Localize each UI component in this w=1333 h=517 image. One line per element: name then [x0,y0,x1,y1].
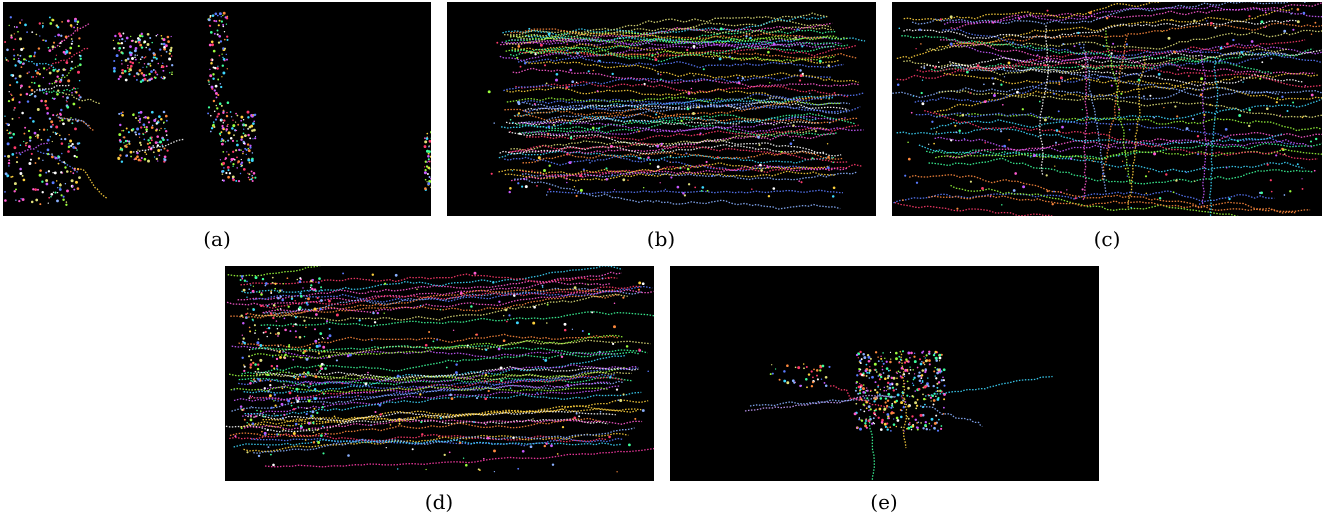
caption-c: (c) [1093,227,1121,251]
panel-d-image [225,266,654,481]
caption-b: (b) [646,227,676,251]
panel-b-trajectories [487,12,866,210]
panel-e-trajectories [744,350,1053,481]
panel-b-image [447,2,876,216]
caption-e: (e) [870,490,898,514]
panel-c-trajectories [892,2,1322,216]
caption-a: (a) [203,227,231,251]
panel-d-trajectories [225,266,654,473]
panel-c-image [892,2,1322,216]
panel-a-image [3,2,431,216]
caption-d: (d) [424,490,454,514]
panel-a-trajectories [4,11,431,206]
panel-e-image [670,266,1099,481]
